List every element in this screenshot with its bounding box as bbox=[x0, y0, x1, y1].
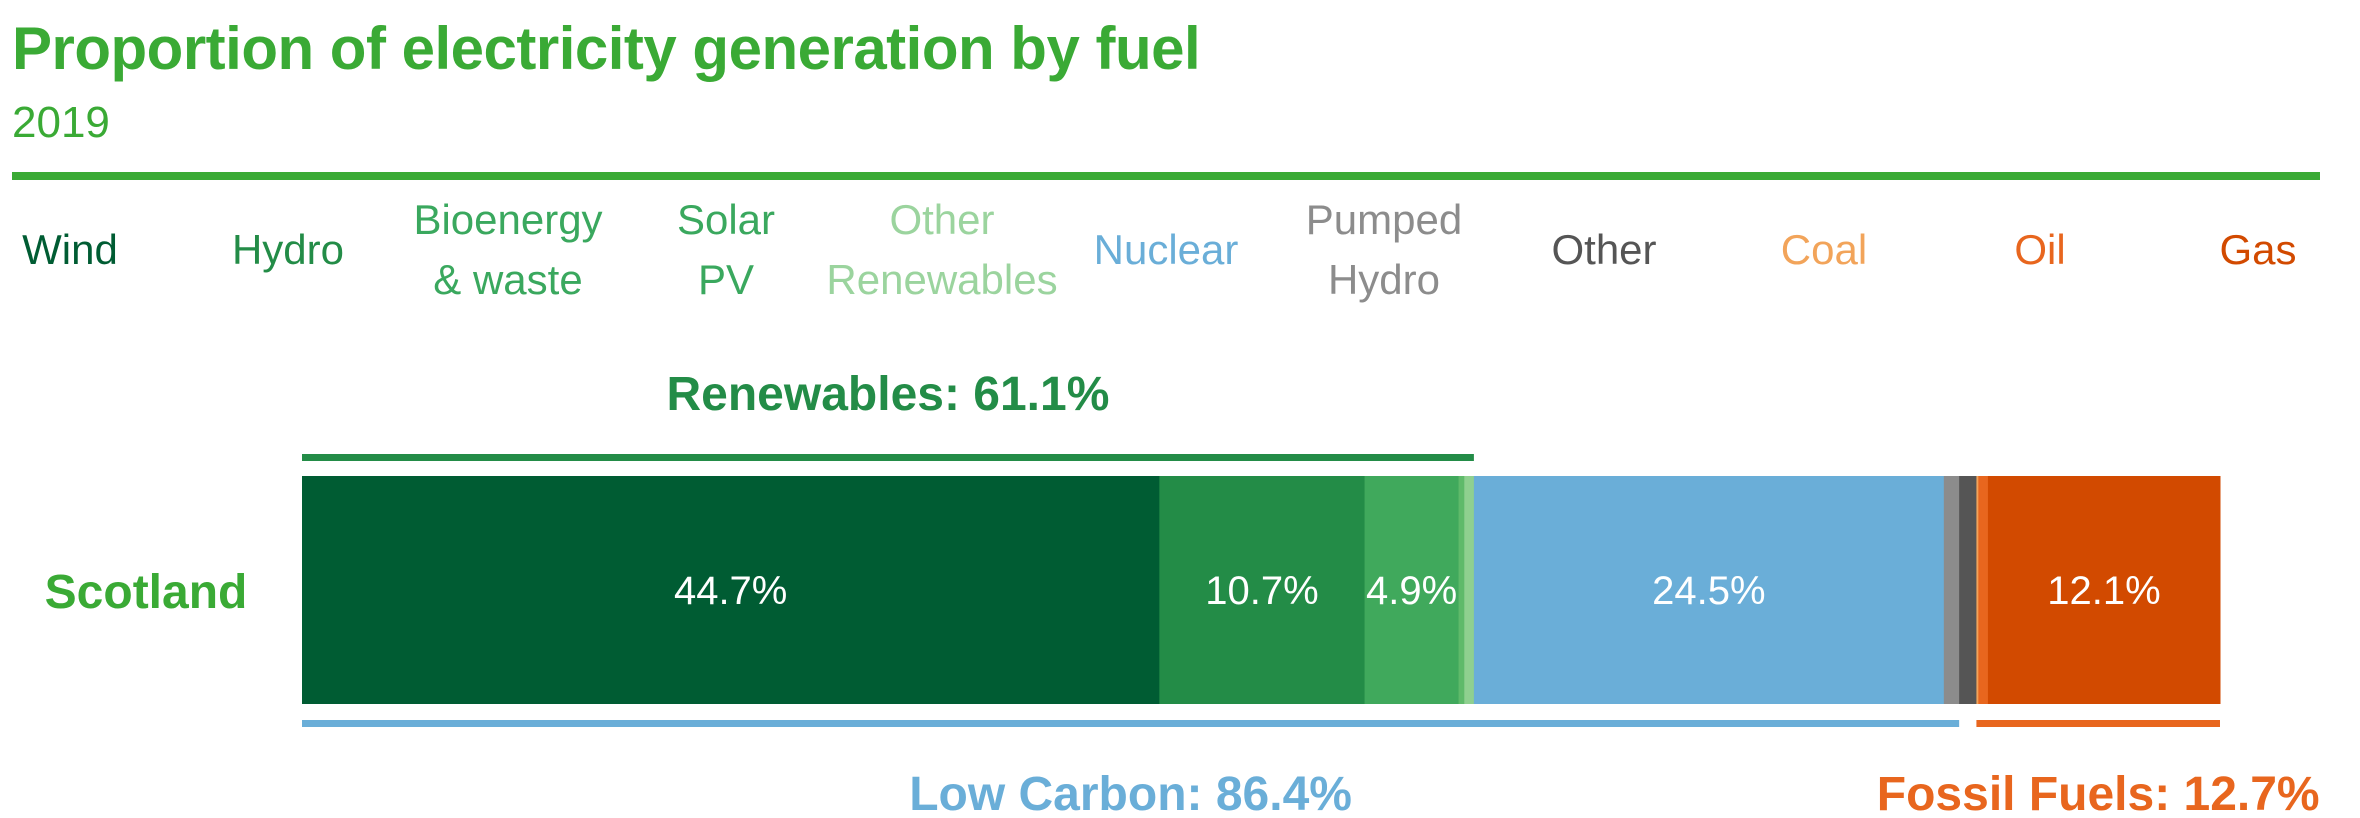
legend-item-line: & waste bbox=[433, 256, 583, 303]
legend-item: Hydro bbox=[232, 220, 344, 280]
legend-item: Gas bbox=[2219, 220, 2296, 280]
legend-item-line: Oil bbox=[2014, 226, 2066, 273]
legend-item: Pumped Hydro bbox=[1306, 190, 1462, 310]
group-label: Renewables: 61.1% bbox=[667, 368, 1110, 421]
group-bracket bbox=[1976, 720, 2220, 727]
legend-item-line: Other bbox=[889, 196, 995, 243]
group-bracket bbox=[302, 720, 1960, 727]
legend-item-line: Solar bbox=[676, 196, 776, 243]
legend-item-line: Hydro bbox=[231, 226, 345, 273]
data-label: 12.1% bbox=[2047, 569, 2160, 613]
legend-item-line: Gas bbox=[2219, 226, 2297, 273]
data-label: 10.7% bbox=[1205, 569, 1318, 613]
bar-segment bbox=[1987, 476, 2221, 704]
legend: Wind Hydro Bioenergy & waste Solar PV Other Ren… bbox=[0, 190, 2360, 330]
legend-item-line: Wind bbox=[22, 226, 118, 273]
legend-item-line: Other bbox=[1551, 226, 1657, 273]
chart-title: Proportion of electricity generation by … bbox=[12, 15, 1201, 82]
legend-item: Bioenergy & waste bbox=[413, 190, 602, 310]
title-divider bbox=[12, 172, 2320, 180]
legend-item: Other bbox=[1551, 220, 1656, 280]
chart-subtitle: 2019 bbox=[12, 98, 110, 147]
legend-item-line: Coal bbox=[1780, 226, 1868, 273]
data-label: 44.7% bbox=[674, 569, 787, 613]
bar-segment bbox=[1976, 476, 1979, 704]
legend-item-line: Pumped bbox=[1305, 196, 1463, 243]
legend-item-line: Renewables bbox=[826, 256, 1058, 303]
category-label: Scotland bbox=[45, 566, 248, 619]
legend-item: Other Renewables bbox=[826, 190, 1057, 310]
bar-segment bbox=[1159, 476, 1366, 704]
legend-item-line: Hydro bbox=[1327, 256, 1441, 303]
legend-item: Wind bbox=[22, 220, 118, 280]
legend-item-line: Bioenergy bbox=[413, 196, 603, 243]
bar-segment bbox=[1464, 476, 1475, 704]
legend-item: Coal bbox=[1781, 220, 1867, 280]
data-label: 4.9% bbox=[1366, 569, 1457, 613]
group-label: Fossil Fuels: 12.7% bbox=[1877, 768, 2320, 818]
legend-item-line: PV bbox=[697, 256, 755, 303]
bar-segment bbox=[1959, 476, 1977, 704]
bar-segment bbox=[302, 476, 1160, 704]
legend-item: Oil bbox=[2014, 220, 2065, 280]
bar-segment bbox=[1978, 476, 1989, 704]
data-label: 24.5% bbox=[1652, 569, 1765, 613]
bar-segment bbox=[1364, 476, 1460, 704]
bar-segment bbox=[1473, 476, 1945, 704]
bar-segment bbox=[1943, 476, 1960, 704]
bar-segment bbox=[1458, 476, 1465, 704]
legend-item: Nuclear bbox=[1094, 220, 1239, 280]
legend-item-line: Nuclear bbox=[1093, 226, 1239, 273]
group-label: Low Carbon: 86.4% bbox=[909, 768, 1352, 818]
legend-item: Solar PV bbox=[677, 190, 775, 310]
group-bracket bbox=[302, 454, 1474, 461]
